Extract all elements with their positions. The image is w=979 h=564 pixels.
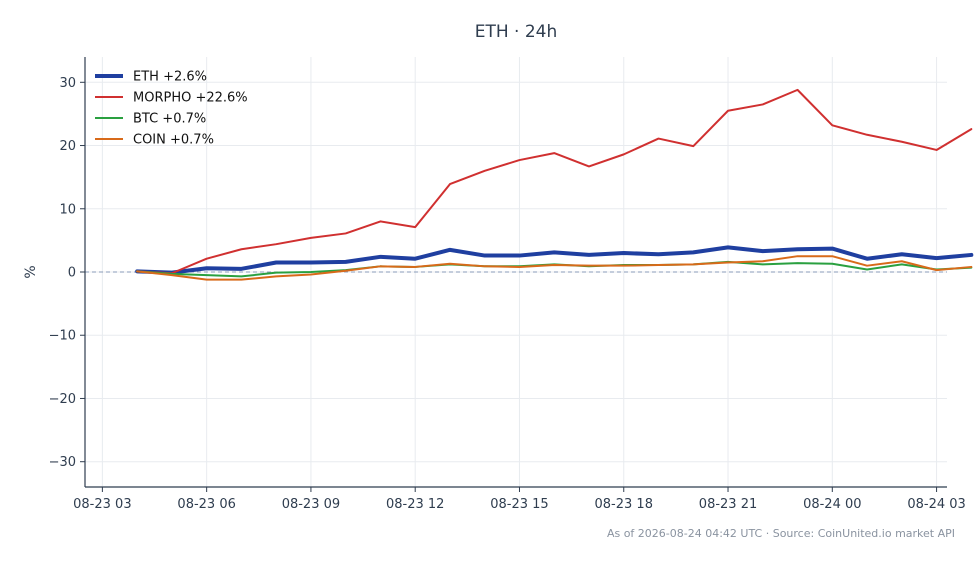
legend-label: COIN +0.7% [133,133,214,148]
x-tick-label: 08-23 06 [177,497,235,512]
x-tick-label: 08-24 03 [907,497,965,512]
legend: ETH +2.6% MORPHO +22.6% BTC +0.7% COIN +0.7… [95,70,248,148]
y-tick-label: −20 [49,392,76,407]
x-tick-label: 08-23 15 [490,497,548,512]
y-tick-label: 0 [68,266,76,281]
y-tick-label: 30 [59,76,76,91]
y-tick-label: −10 [49,329,76,344]
y-axis-label: % [23,265,39,278]
grid-lines [85,57,947,487]
legend-label: BTC +0.7% [133,112,206,127]
legend-label: ETH +2.6% [133,70,207,85]
x-tick-label: 08-24 00 [803,497,861,512]
x-tick-label: 08-23 18 [595,497,653,512]
x-tick-label: 08-23 21 [699,497,757,512]
y-tick-label: 20 [59,139,76,154]
series-line [136,88,973,275]
x-tick-label: 08-23 09 [282,497,340,512]
series-lines [135,88,974,281]
legend-label: MORPHO +22.6% [133,91,248,106]
source-footnote: As of 2026-08-24 04:42 UTC · Source: Coi… [607,527,955,540]
x-tick-label: 08-23 12 [386,497,444,512]
y-tick-label: −30 [49,455,76,470]
y-tick-label: 10 [59,202,76,217]
x-tick-label: 08-23 03 [73,497,131,512]
tick-labels: 30 20 10 0 −10 −20 −30 08-23 03 08-23 06 08-23 09… [49,76,966,512]
series-line [135,245,974,275]
chart-title: ETH · 24h [475,22,558,42]
series-line [136,255,973,281]
